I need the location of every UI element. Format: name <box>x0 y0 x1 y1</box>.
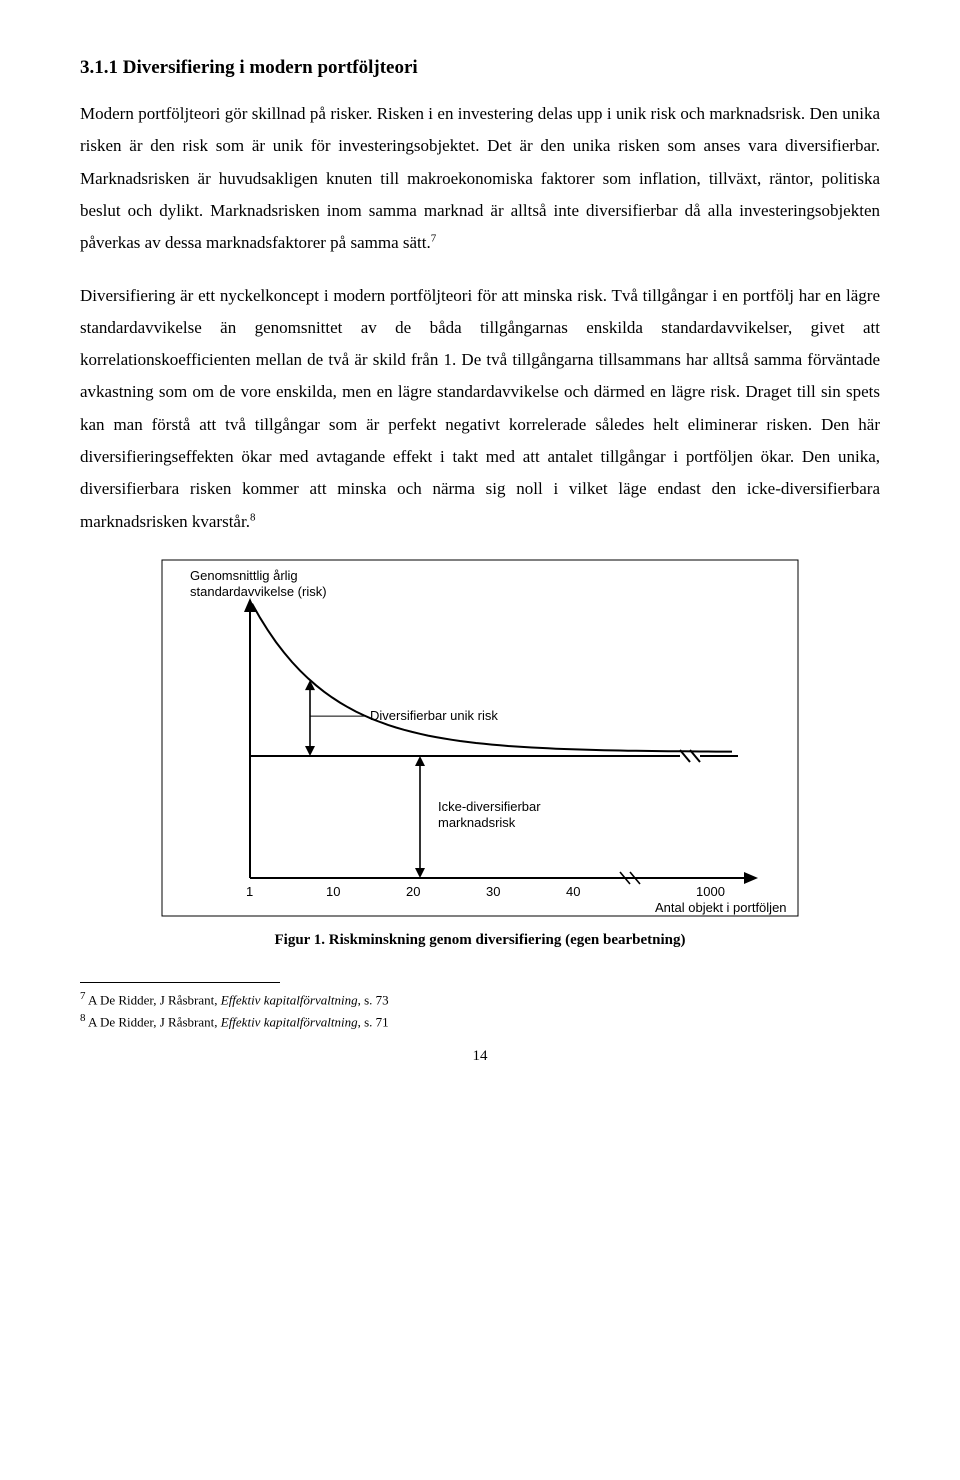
svg-text:Antal objekt i portföljen: Antal objekt i portföljen <box>655 900 787 915</box>
figure-caption: Figur 1. Riskminskning genom diversifier… <box>80 926 880 955</box>
diversification-chart: Genomsnittlig årligstandardavvikelse (ri… <box>160 558 800 918</box>
footnote-ref-8: 8 <box>250 511 256 523</box>
footnote-separator <box>80 982 280 983</box>
svg-text:Diversifierbar unik risk: Diversifierbar unik risk <box>370 708 498 723</box>
footnote-7-text: A De Ridder, J Råsbrant, <box>86 993 221 1008</box>
footnote-8: 8 A De Ridder, J Råsbrant, Effektiv kapi… <box>80 1011 880 1032</box>
paragraph-1-text: Modern portföljteori gör skillnad på ris… <box>80 104 880 252</box>
svg-text:10: 10 <box>326 884 340 899</box>
footnote-8-text: A De Ridder, J Råsbrant, <box>86 1014 221 1029</box>
svg-text:20: 20 <box>406 884 420 899</box>
svg-text:1: 1 <box>246 884 253 899</box>
footnote-7: 7 A De Ridder, J Råsbrant, Effektiv kapi… <box>80 989 880 1010</box>
svg-text:Genomsnittlig årlig: Genomsnittlig årlig <box>190 568 298 583</box>
svg-text:Icke-diversifierbar: Icke-diversifierbar <box>438 799 541 814</box>
page-number: 14 <box>80 1042 880 1071</box>
svg-text:40: 40 <box>566 884 580 899</box>
footnote-8-title: Effektiv kapitalförvaltning <box>221 1014 358 1029</box>
svg-text:standardavvikelse (risk): standardavvikelse (risk) <box>190 584 327 599</box>
footnote-7-tail: , s. 73 <box>358 993 389 1008</box>
paragraph-2: Diversifiering är ett nyckelkoncept i mo… <box>80 280 880 538</box>
section-heading: 3.1.1 Diversifiering i modern portföljte… <box>80 50 880 86</box>
footnote-ref-7: 7 <box>431 233 437 245</box>
svg-text:1000: 1000 <box>696 884 725 899</box>
footnote-8-tail: , s. 71 <box>358 1014 389 1029</box>
svg-text:marknadsrisk: marknadsrisk <box>438 815 516 830</box>
paragraph-1: Modern portföljteori gör skillnad på ris… <box>80 98 880 259</box>
svg-text:30: 30 <box>486 884 500 899</box>
paragraph-2-text: Diversifiering är ett nyckelkoncept i mo… <box>80 286 880 531</box>
footnote-7-title: Effektiv kapitalförvaltning <box>221 993 358 1008</box>
